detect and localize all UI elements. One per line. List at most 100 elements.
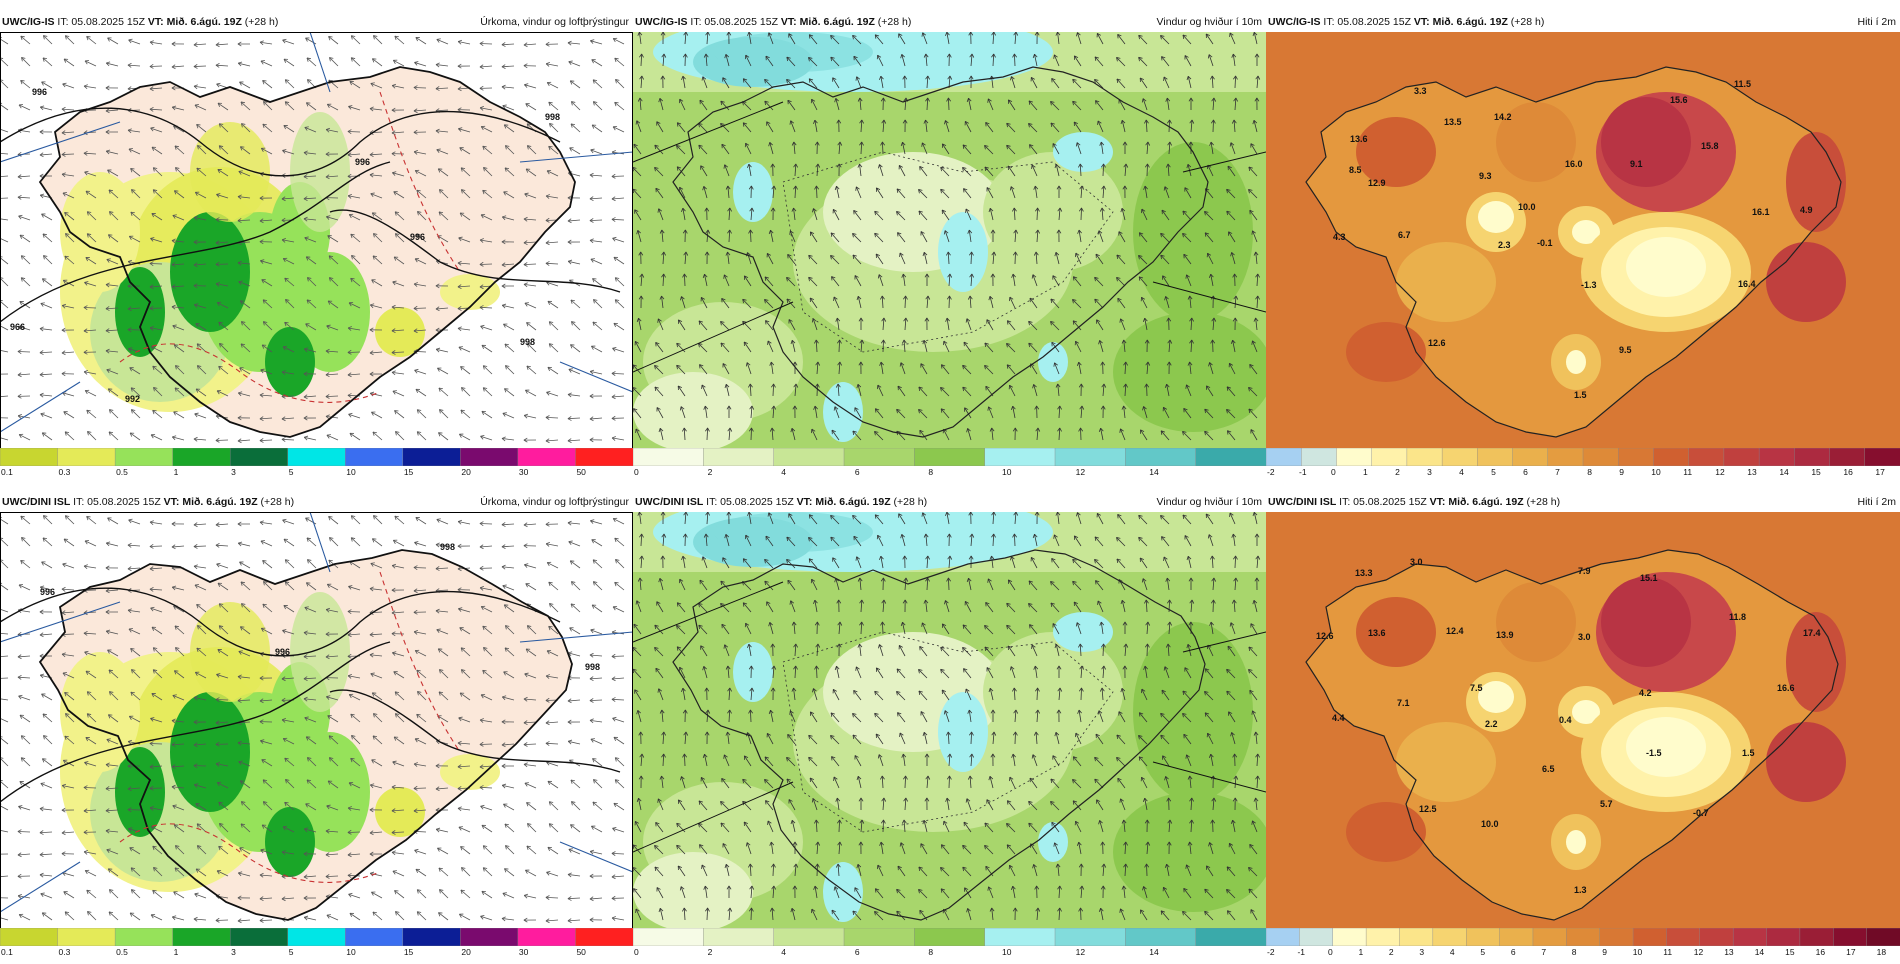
scale-tick-label: 2 <box>1389 947 1394 957</box>
scale-tick-label: -2 <box>1267 467 1275 477</box>
temperature-label: 9.5 <box>1619 345 1632 355</box>
isobar-label: 998 <box>585 662 600 672</box>
temperature-label: 15.8 <box>1701 141 1719 151</box>
run-info: UWC/DINI ISL IT: 05.08.2025 15Z VT: Mið.… <box>1268 494 1560 510</box>
scale-tick-label: 0 <box>634 467 639 477</box>
scale-swatch <box>1500 928 1534 946</box>
scale-tick-label: 0.5 <box>116 947 128 957</box>
scale-tick-label: 0.3 <box>59 947 71 957</box>
scale-tick-label: 8 <box>928 947 933 957</box>
scale-swatch <box>403 928 461 946</box>
scale-tick-label: 13 <box>1724 947 1733 957</box>
scale-swatch <box>1299 928 1333 946</box>
scale-swatch <box>1759 448 1795 466</box>
scale-tick-label: 18 <box>1877 947 1886 957</box>
scale-tick-label: 1 <box>174 947 179 957</box>
scale-swatch <box>518 448 576 466</box>
scale-swatch <box>1767 928 1801 946</box>
scale-swatch <box>115 448 173 466</box>
temperature-label: 12.9 <box>1368 178 1386 188</box>
run-info: UWC/DINI ISL IT: 05.08.2025 15Z VT: Mið.… <box>635 494 927 510</box>
scale-tick-label: 15 <box>1811 467 1820 477</box>
scale-swatch <box>1653 448 1689 466</box>
scale-tick-label: 12 <box>1715 467 1724 477</box>
scale-swatch <box>774 928 845 946</box>
scale-tick-label: 1 <box>1358 947 1363 957</box>
scale-swatch <box>703 448 774 466</box>
isobar-label: 996 <box>40 587 55 597</box>
scale-tick-label: 16 <box>1816 947 1825 957</box>
temperature-label: 11.5 <box>1734 79 1751 89</box>
scale-tick-label: 12 <box>1076 947 1085 957</box>
panel-title: Hiti í 2m <box>1857 14 1896 30</box>
scale-tick-label: 10 <box>346 467 355 477</box>
scale-swatch <box>1794 448 1830 466</box>
map-panel-p6: UWC/DINI ISL IT: 05.08.2025 15Z VT: Mið.… <box>1266 494 1900 964</box>
scale-swatch <box>1433 928 1467 946</box>
temperature-label: 13.6 <box>1368 628 1386 638</box>
scale-swatch <box>58 928 116 946</box>
temperature-label: 7.9 <box>1578 566 1591 576</box>
isobar-label: 966 <box>10 322 25 332</box>
scale-swatch <box>345 928 403 946</box>
scale-swatch <box>1372 448 1408 466</box>
scale-swatch <box>1583 448 1619 466</box>
isobar-label: 996 <box>275 647 290 657</box>
scale-tick-label: 6 <box>1523 467 1528 477</box>
temperature-label: 16.4 <box>1738 279 1756 289</box>
panel-title: Vindur og hviður í 10m <box>1157 494 1262 510</box>
map-area <box>0 512 633 928</box>
scale-swatch <box>1724 448 1760 466</box>
scale-swatch <box>58 448 116 466</box>
scale-tick-label: 6 <box>855 947 860 957</box>
temperature-label: 12.6 <box>1428 338 1446 348</box>
isobar-label: 996 <box>355 157 370 167</box>
temperature-label: 10.0 <box>1481 819 1499 829</box>
isobar-label: 996 <box>410 232 425 242</box>
scale-tick-label: 0 <box>1331 467 1336 477</box>
temperature-label: -0.7 <box>1693 808 1709 818</box>
scale-tick-label: 17 <box>1846 947 1855 957</box>
temperature-label: 4.3 <box>1333 232 1346 242</box>
panel-header: UWC/IG-IS IT: 05.08.2025 15Z VT: Mið. 6.… <box>1266 14 1900 30</box>
temperature-label: 4.2 <box>1639 688 1652 698</box>
scale-tick-label: 12 <box>1694 947 1703 957</box>
temperature-label: 13.5 <box>1444 117 1462 127</box>
scale-swatch <box>345 448 403 466</box>
scale-tick-label: 0 <box>1328 947 1333 957</box>
temperature-label: 17.4 <box>1803 628 1821 638</box>
temperature-label: 2.2 <box>1485 719 1498 729</box>
scale-swatch <box>1125 928 1196 946</box>
scale-swatch <box>288 448 346 466</box>
scale-tick-label: 8 <box>928 467 933 477</box>
scale-tick-label: 20 <box>461 947 470 957</box>
scale-tick-label: 14 <box>1779 467 1788 477</box>
scale-swatch <box>1266 928 1300 946</box>
scale-swatch <box>575 448 633 466</box>
scale-tick-label: 5 <box>1491 467 1496 477</box>
temperature-label: -1.3 <box>1581 280 1597 290</box>
scale-tick-label: 14 <box>1149 947 1158 957</box>
temperature-label: 16.1 <box>1752 207 1770 217</box>
map-panel-p1: UWC/IG-IS IT: 05.08.2025 15Z VT: Mið. 6.… <box>0 14 633 484</box>
scale-tick-label: 5 <box>289 467 294 477</box>
scale-tick-label: 17 <box>1875 467 1884 477</box>
temperature-label: -1.5 <box>1646 748 1662 758</box>
isobar-label: 996 <box>32 87 47 97</box>
temperature-label: 13.3 <box>1355 568 1373 578</box>
scale-tick-label: 10 <box>1633 947 1642 957</box>
scale-tick-label: 10 <box>1002 947 1011 957</box>
scale-tick-label: 10 <box>1651 467 1660 477</box>
map-panel-p2: UWC/IG-IS IT: 05.08.2025 15Z VT: Mið. 6.… <box>633 14 1266 484</box>
scale-tick-label: -1 <box>1299 467 1307 477</box>
scale-swatch <box>1055 928 1126 946</box>
scale-tick-label: 14 <box>1149 467 1158 477</box>
temperature-label: 16.0 <box>1565 159 1583 169</box>
scale-tick-label: 5 <box>1480 947 1485 957</box>
scale-tick-label: 14 <box>1755 947 1764 957</box>
temperature-label: 16.6 <box>1777 683 1795 693</box>
